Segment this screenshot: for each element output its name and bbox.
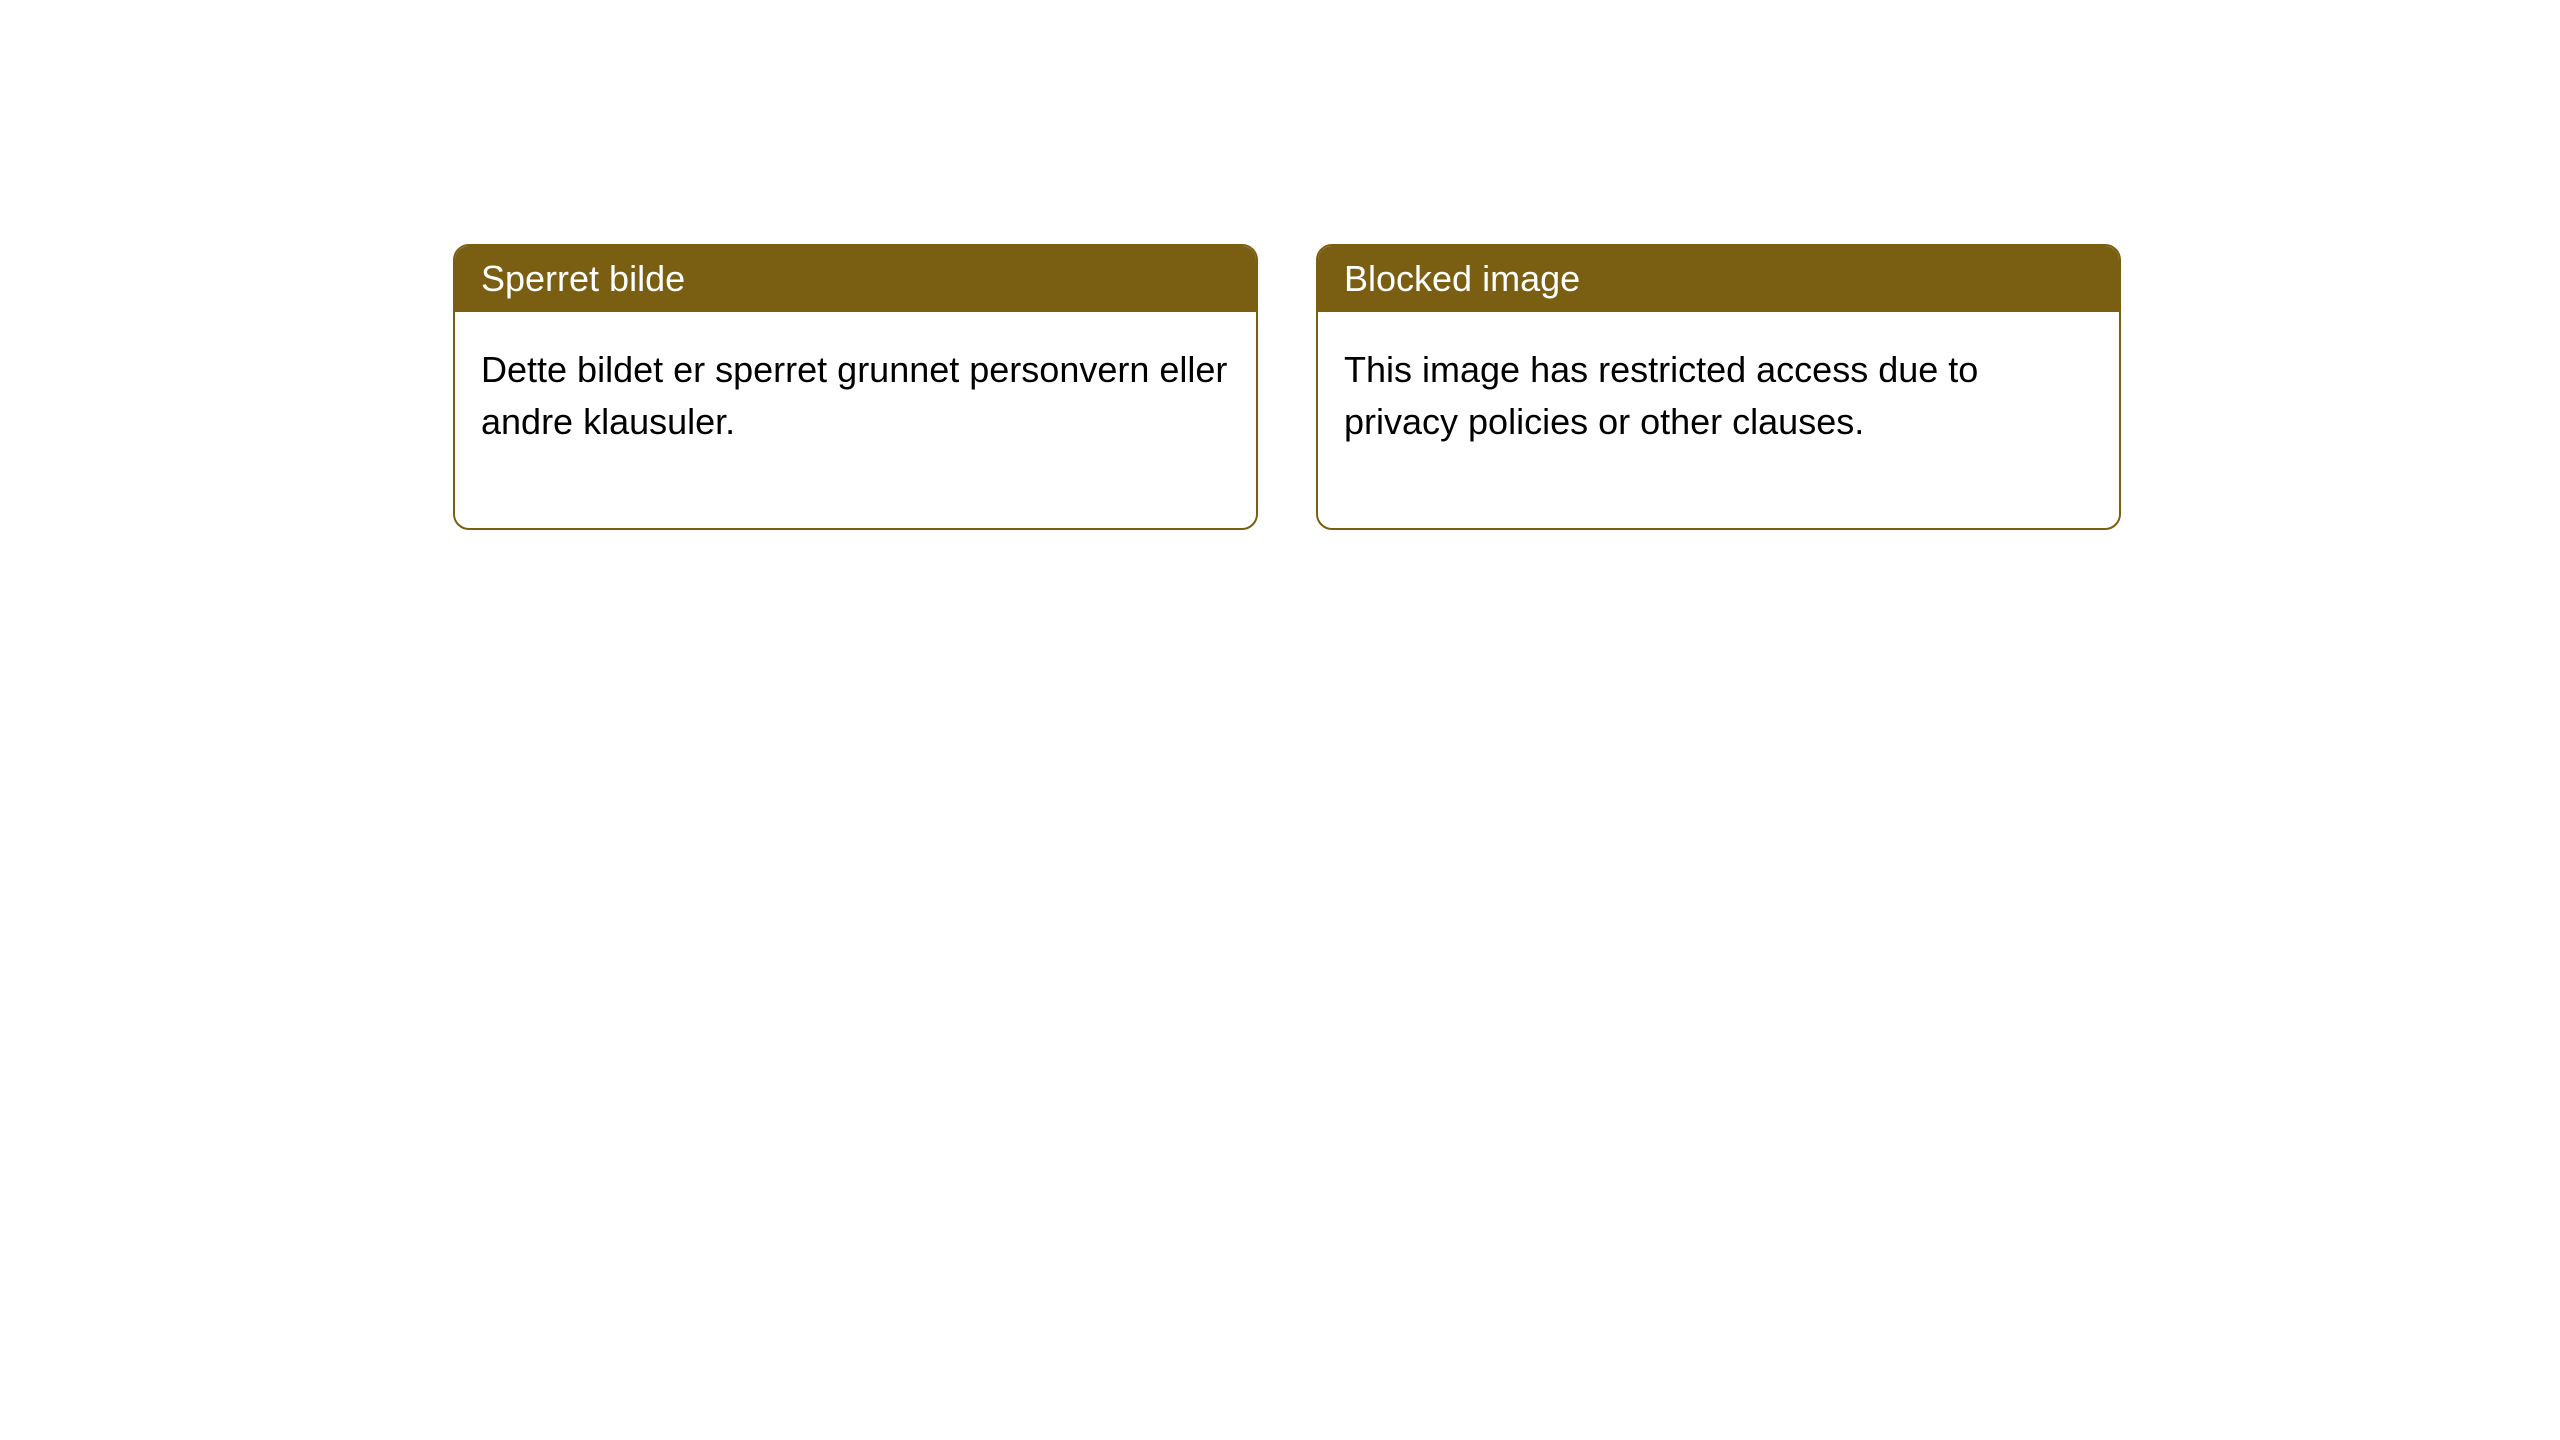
- card-title: Sperret bilde: [481, 258, 685, 299]
- card-title: Blocked image: [1344, 258, 1580, 299]
- card-body: This image has restricted access due to …: [1318, 312, 2119, 528]
- blocked-image-card-en: Blocked image This image has restricted …: [1316, 244, 2121, 530]
- card-body-text: This image has restricted access due to …: [1344, 349, 1978, 442]
- card-body-text: Dette bildet er sperret grunnet personve…: [481, 349, 1227, 442]
- card-header: Sperret bilde: [455, 246, 1256, 312]
- notice-container: Sperret bilde Dette bildet er sperret gr…: [0, 0, 2560, 530]
- card-body: Dette bildet er sperret grunnet personve…: [455, 312, 1256, 528]
- card-header: Blocked image: [1318, 246, 2119, 312]
- blocked-image-card-no: Sperret bilde Dette bildet er sperret gr…: [453, 244, 1258, 530]
